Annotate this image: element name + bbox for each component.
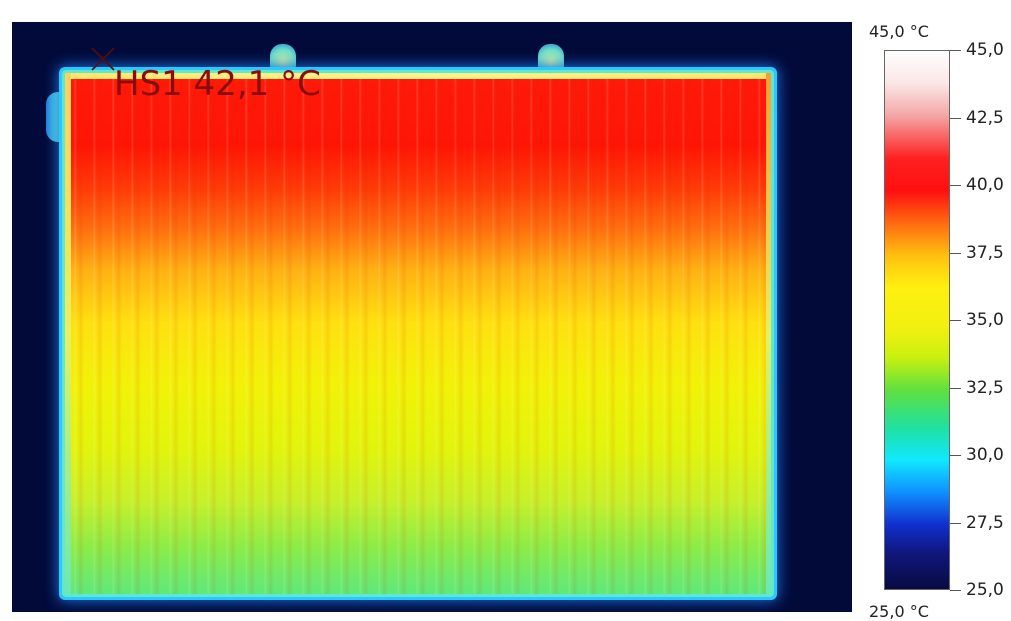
scale-tick-label: 35,0 <box>966 310 1004 330</box>
radiator-body <box>62 70 774 597</box>
scale-tick-label: 42,5 <box>966 107 1004 128</box>
scale-tick-label: 37,5 <box>966 242 1004 263</box>
scale-tick-label: 45,0 <box>966 40 1004 60</box>
radiator-fins <box>65 73 771 594</box>
scale-tick <box>950 50 961 51</box>
thermal-image <box>12 22 852 612</box>
scale-tick <box>950 387 961 389</box>
scale-tick <box>950 320 961 321</box>
scale-tick <box>950 455 961 456</box>
scale-tick <box>950 590 961 591</box>
scale-tick <box>950 522 961 524</box>
radiator-bracket-left <box>270 44 296 70</box>
scale-min-label: 25,0 °C <box>869 602 929 621</box>
scale-tick-label: 32,5 <box>966 377 1004 398</box>
temperature-scale-bar <box>884 50 950 590</box>
crosshair-x-icon <box>91 47 115 71</box>
scale-max-label: 45,0 °C <box>869 22 929 41</box>
scale-tick <box>950 185 961 186</box>
scale-tick <box>950 117 961 119</box>
radiator-right-edge <box>766 73 771 594</box>
scale-tick <box>950 252 961 254</box>
scale-tick-label: 25,0 <box>966 580 1004 600</box>
hotspot-label: HS1 42,1 °C <box>114 64 321 104</box>
scale-tick-label: 30,0 <box>966 445 1004 465</box>
radiator-top-edge <box>65 73 771 79</box>
radiator-left-edge <box>65 73 71 594</box>
scale-tick-label: 27,5 <box>966 512 1004 533</box>
scale-tick-label: 40,0 <box>966 175 1004 195</box>
radiator-bracket-right <box>538 44 564 70</box>
